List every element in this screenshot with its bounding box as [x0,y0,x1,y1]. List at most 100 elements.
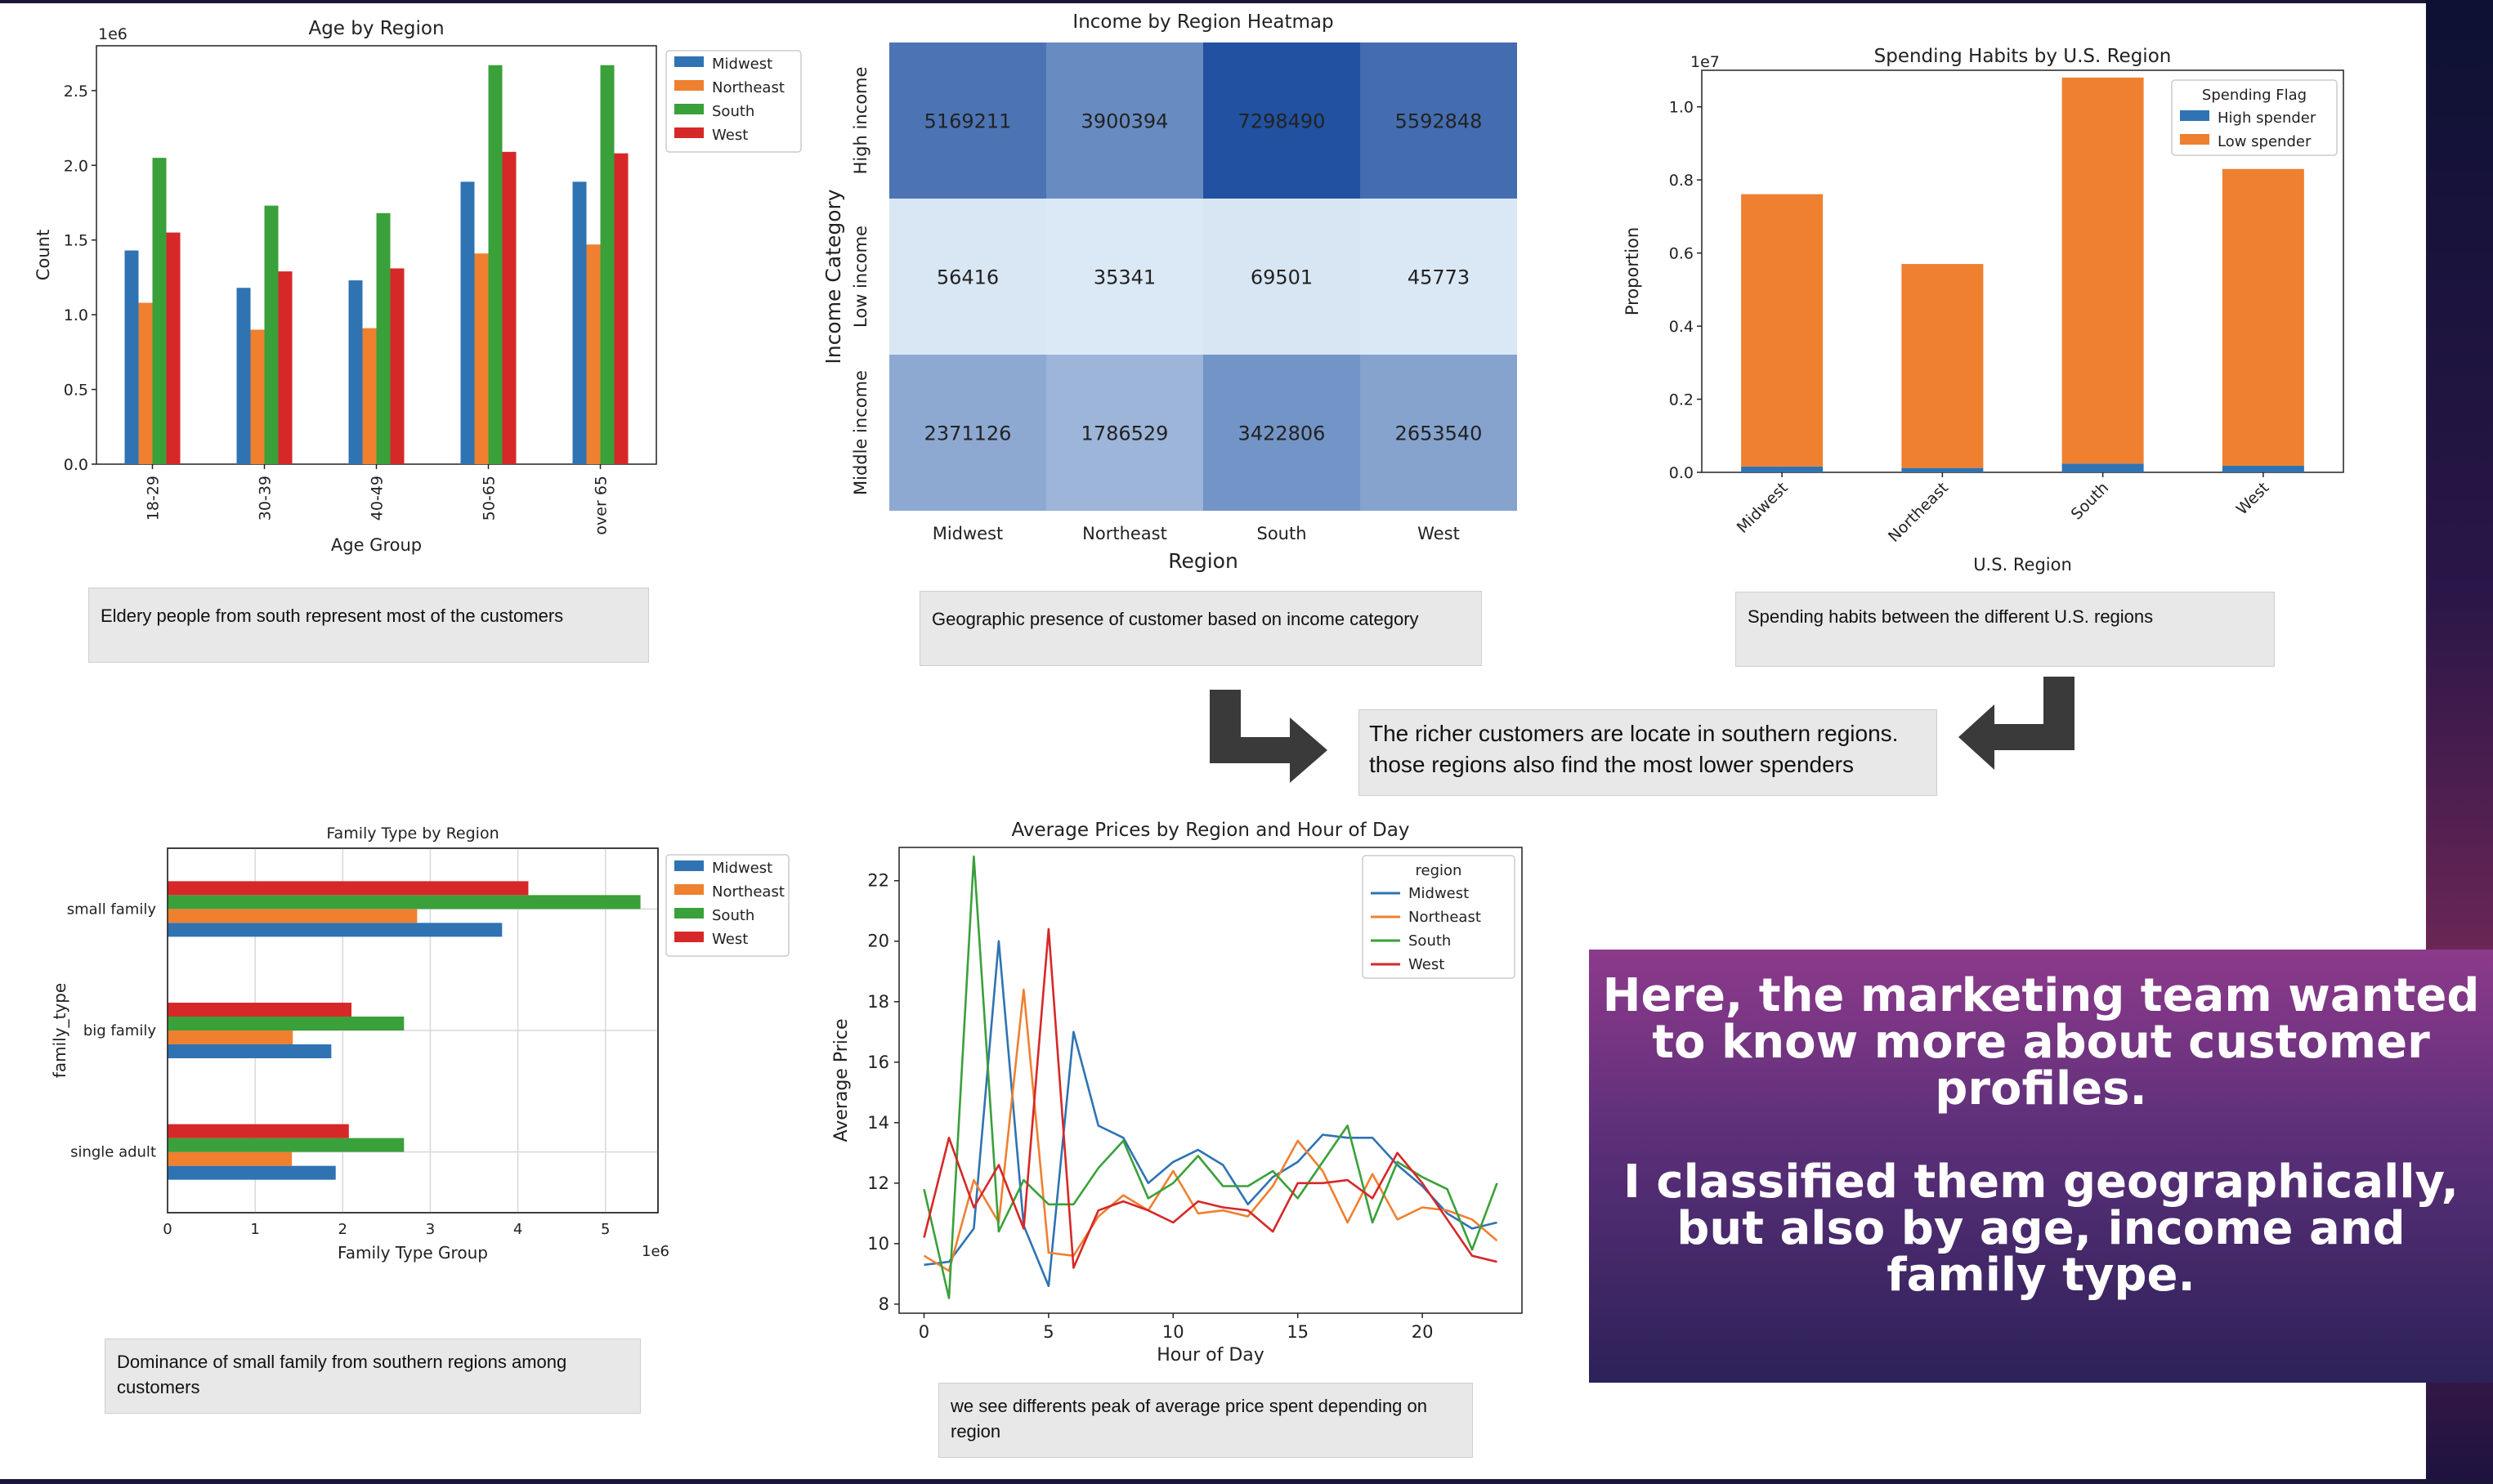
bar [236,288,251,464]
bar [488,65,503,464]
series-line [924,940,1497,1288]
bar [124,250,139,464]
x-tick-label: Northeast [1885,479,1952,546]
legend-swatch [674,56,704,67]
bar [168,895,641,910]
series-line [923,928,1497,1269]
heatmap-cell [1203,42,1360,199]
bar [460,181,475,464]
bar [166,232,181,464]
top-border [0,0,2493,3]
heatmap-cell [889,199,1046,355]
y-tick-label: 0.2 [1669,391,1694,409]
legend-label: Midwest [712,56,772,73]
legend-label: High spender [2218,110,2316,127]
legend-box [2171,79,2338,156]
cell-value: 2653540 [1395,422,1483,445]
bar [168,1151,293,1166]
legend-swatch [674,908,704,919]
y-tick-label: 1.0 [1669,99,1694,117]
y-tick-label: small family [67,901,157,918]
cell-value: 7298490 [1238,110,1326,133]
legend-title: Spending Flag [2202,87,2307,104]
legend-swatch [674,884,704,895]
series-line [923,988,1498,1272]
heatmap-cell [1360,355,1517,511]
promo-text: Here, the marketing team wanted to know … [1602,969,2480,1302]
legend-label: Low spender [2218,133,2312,150]
legend-label: West [1408,956,1444,973]
heatmap-cell [1360,42,1517,199]
x-tick-label: 3 [426,1221,435,1238]
prices-chart: Average Prices by Region and Hour of Day… [826,813,1545,1377]
conclusion-box: The richer customers are locate in south… [1358,709,1937,796]
column-label: South [1256,524,1306,543]
plot-frame-outline [167,847,659,1214]
y-tick-label: 0.4 [1669,318,1694,336]
x-tick-label: 5 [601,1221,610,1238]
bar [474,253,489,464]
stacked-bar [2222,168,2304,466]
x-axis-label: Hour of Day [1157,1345,1264,1366]
age-chart: Age by Region 1e6 0.0 0.5 1.0 1.5 2.0 2.5 18-29 3… [33,15,809,570]
legend-swatch [674,104,704,114]
x-tick-label: 5 [1043,1322,1054,1342]
age-caption: Eldery people from south represent most … [88,588,649,663]
bar [348,280,363,464]
legend-swatch [2180,110,2209,121]
x-tick-label: 50-65 [481,476,499,521]
legend-box [665,50,802,153]
y-tick-label: 18 [867,992,889,1012]
y-tick-label: 10 [867,1234,889,1254]
bar [278,271,293,464]
x-tick-label: 2 [338,1221,347,1238]
legend-swatch [674,127,704,138]
cell-value: 56416 [937,266,999,289]
bar [168,881,529,896]
stacked-bar [1901,467,1984,472]
x-tick-label: 40-49 [369,476,387,521]
column-label: Northeast [1082,524,1167,543]
cell-value: 5169211 [924,110,1012,133]
heatmap-cell [889,355,1046,511]
heatmap-cell [1360,199,1517,355]
y-tick-label: single adult [70,1144,156,1161]
x-tick-label: 15 [1287,1322,1309,1342]
legend-label: West [712,127,748,144]
y-tick-label: 0.0 [64,456,88,474]
x-tick-label: 0 [163,1221,172,1238]
heatmap-cell [1046,355,1203,511]
cell-value: 3900394 [1081,110,1169,133]
conclusion-line-2: those regions also find the most lower s… [1369,752,1854,777]
y-tick-label: 16 [867,1053,889,1072]
stacked-bar [1741,194,1824,467]
plot-frame [898,847,1523,1314]
spending-chart: Spending Habits by U.S. Region 1e7 0.0 0.2 0… [1618,33,2354,588]
y-axis-label: family_type [50,983,69,1078]
legend-swatch [2180,134,2209,145]
y-tick-label: 14 [867,1113,889,1133]
stacked-bar [2222,465,2304,472]
x-axis-label: U.S. Region [1973,555,2072,574]
row-label: High income [851,67,871,175]
heatmap-cell [1203,199,1360,355]
bar [614,153,629,464]
bar [502,151,517,465]
stacked-bar [2061,463,2144,472]
column-label: West [1417,524,1460,543]
bar [152,158,167,464]
bar [168,1017,405,1030]
heatmap-caption: Geographic presence of customer based on… [920,591,1482,666]
bar [168,1030,293,1044]
bar [586,244,601,464]
chart-title: Income by Region Heatmap [1072,11,1333,33]
x-axis-label: Age Group [331,535,422,555]
bar [168,923,503,937]
y-axis-label: Income Category [821,189,845,364]
spending-caption: Spending habits between the different U.… [1735,592,2275,667]
x-tick-label: West [2233,479,2273,519]
y-tick-label: 20 [867,932,889,951]
y-tick-label: 12 [867,1173,889,1193]
x-tick-label: 4 [513,1221,522,1238]
bar [168,1044,332,1058]
